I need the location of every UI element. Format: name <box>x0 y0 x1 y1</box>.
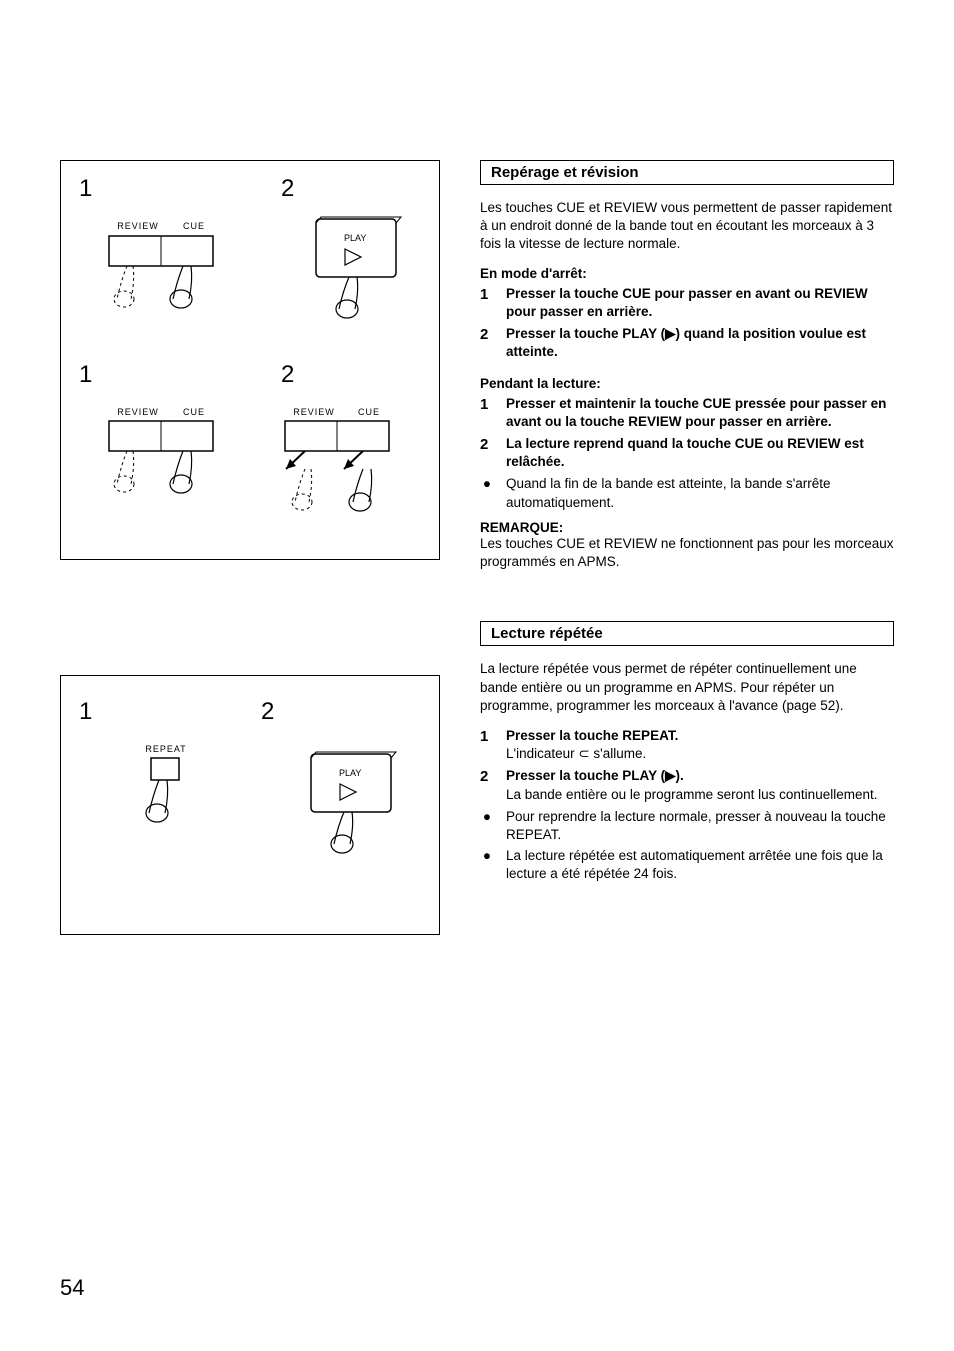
bullet-list: ●Pour reprendre la lecture normale, pres… <box>480 808 894 884</box>
list-item: 1Presser et maintenir la touche CUE pres… <box>480 395 894 431</box>
numbered-list: 1Presser la touche CUE pour passer en av… <box>480 285 894 362</box>
diagram-repeat-illustration: PLAY <box>61 676 441 936</box>
intro-text: Les touches CUE et REVIEW vous permetten… <box>480 199 894 254</box>
diagram-upper-illustration: PLAY <box>61 161 441 361</box>
list-item: ●La lecture répétée est automatiquement … <box>480 847 894 883</box>
list-item: ●Quand la fin de la bande est atteinte, … <box>480 475 894 511</box>
subheading-stop-mode: En mode d'arrêt: <box>480 266 894 281</box>
remark-text: Les touches CUE et REVIEW ne fonctionnen… <box>480 535 894 571</box>
bullet-list: ●Quand la fin de la bande est atteinte, … <box>480 475 894 511</box>
section-header-reperage: Repérage et révision <box>480 160 894 185</box>
numbered-list: 1 Presser la touche REPEAT. L'indicateur… <box>480 727 894 804</box>
list-item: 1Presser la touche CUE pour passer en av… <box>480 285 894 321</box>
list-item: 2La lecture reprend quand la touche CUE … <box>480 435 894 471</box>
page-number: 54 <box>60 1275 84 1301</box>
diagram-cue-review: 1 2 REVIEW CUE PLAY <box>60 160 440 560</box>
section-header-lecture: Lecture répétée <box>480 621 894 646</box>
list-item: 1 Presser la touche REPEAT. L'indicateur… <box>480 727 894 763</box>
numbered-list: 1Presser et maintenir la touche CUE pres… <box>480 395 894 472</box>
intro-text: La lecture répétée vous permet de répéte… <box>480 660 894 715</box>
list-item: ●Pour reprendre la lecture normale, pres… <box>480 808 894 844</box>
diagram-repeat: 1 2 REPEAT PLAY <box>60 675 440 935</box>
play-label: PLAY <box>344 233 366 243</box>
svg-text:PLAY: PLAY <box>339 768 361 778</box>
list-item: 2 Presser la touche PLAY (▶). La bande e… <box>480 767 894 803</box>
list-item: 2Presser la touche PLAY (▶) quand la pos… <box>480 325 894 361</box>
remark-heading: REMARQUE: <box>480 520 894 535</box>
subheading-play-mode: Pendant la lecture: <box>480 376 894 391</box>
diagram-lower-illustration <box>61 351 441 551</box>
